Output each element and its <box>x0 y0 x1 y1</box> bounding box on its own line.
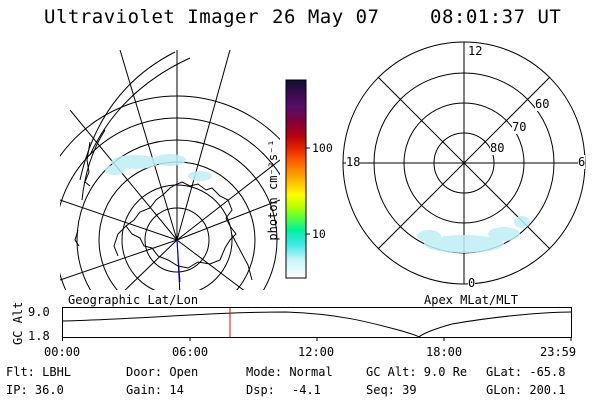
apex-mlt-label-0: 0 <box>468 276 476 290</box>
color-bar <box>285 79 310 279</box>
filter-info: Flt: LBHL <box>6 365 72 379</box>
geo-track-line <box>176 239 181 283</box>
apex-aurora <box>417 216 530 253</box>
geo-meridian <box>119 50 178 241</box>
apex-mlat-label-70: 70 <box>512 120 527 134</box>
observation-date: 26 May 07 <box>272 6 380 28</box>
mode-info: Mode: Normal <box>246 365 333 379</box>
geo-horizon <box>81 129 106 201</box>
geographic-map <box>60 50 280 290</box>
altitude-xtick-1200: 12:00 <box>298 345 335 359</box>
apex-mlt-line <box>377 76 551 250</box>
colorbar-tick-10: 10 <box>312 227 326 241</box>
apex-mlt-label-12: 12 <box>468 44 483 58</box>
apex-mlat-label-80: 80 <box>490 141 505 155</box>
apex-mlat-label-60: 60 <box>535 97 550 111</box>
door-info: Door: Open <box>126 365 199 379</box>
geo-meridian <box>60 239 178 281</box>
geo-meridian <box>176 239 245 290</box>
geo-meridian <box>124 239 178 290</box>
altitude-ytick-min: 1.8 <box>28 329 50 343</box>
geo-meridian <box>60 199 178 241</box>
altitude-ytick-max: 9.0 <box>28 305 50 319</box>
altitude-plot <box>62 307 572 341</box>
geo-coastline <box>74 141 253 281</box>
apex-mlt-label-18: 18 <box>346 155 361 169</box>
colorbar-unit-label: photon cm⁻²s⁻¹ <box>266 139 280 241</box>
geographic-map-label: Geographic Lat/Lon <box>68 293 199 307</box>
geo-horizon <box>79 51 176 181</box>
gain-info: Gain: 14 <box>126 383 184 397</box>
dsp-label: Dsp: <box>246 383 275 397</box>
altitude-plot-frame <box>62 307 572 338</box>
observation-time: 08:01:37 UT <box>430 6 562 28</box>
geo-meridian <box>69 109 178 241</box>
geo-aurora <box>105 154 212 181</box>
seq-info: Seq: 39 <box>366 383 417 397</box>
geo-meridian <box>176 50 231 241</box>
altitude-ylabel: GC Alt <box>11 301 25 345</box>
altitude-curve <box>62 311 572 338</box>
geo-meridian <box>176 199 280 241</box>
altitude-xtick-0000: 00:00 <box>44 345 81 359</box>
geo-horizon <box>89 57 191 156</box>
instrument-title: Ultraviolet Imager <box>44 6 259 28</box>
apex-polar-plot <box>342 41 586 285</box>
dsp-value: -4.1 <box>292 383 321 397</box>
altitude-xtick-1800: 18:00 <box>426 345 463 359</box>
glat-info: GLat: -65.8 <box>486 365 566 379</box>
colorbar-tick-100: 100 <box>312 141 333 155</box>
altitude-xtick-2359: 23:59 <box>540 345 577 359</box>
gc-alt-info: GC Alt: 9.0 Re <box>366 365 468 379</box>
apex-map-label: Apex MLat/MLT <box>424 293 518 307</box>
altitude-xtick-0600: 06:00 <box>172 345 209 359</box>
ip-info: IP: 36.0 <box>6 383 64 397</box>
apex-mlt-label-6: 6 <box>578 155 586 169</box>
glon-info: GLon: 200.1 <box>486 383 566 397</box>
